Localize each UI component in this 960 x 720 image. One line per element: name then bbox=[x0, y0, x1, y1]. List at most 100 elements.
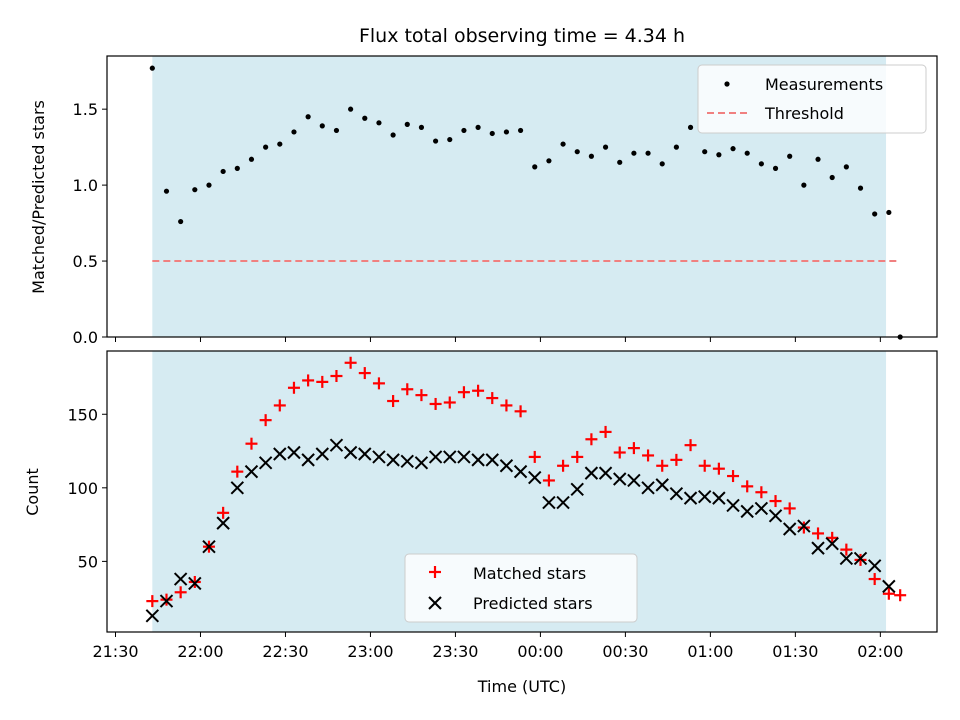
matched-star-point bbox=[472, 384, 485, 397]
measurement-point bbox=[206, 182, 212, 188]
matched-star-point bbox=[302, 374, 315, 387]
measurement-point bbox=[588, 153, 595, 159]
matched-star-point bbox=[372, 377, 385, 390]
xtick-label: 00:30 bbox=[602, 642, 648, 661]
measurement-point bbox=[390, 132, 396, 138]
measurement-point bbox=[418, 124, 425, 130]
predicted-star-point bbox=[528, 470, 542, 485]
matched-star-point bbox=[783, 502, 796, 515]
measurement-point bbox=[517, 127, 524, 134]
matched-star-point bbox=[217, 506, 230, 519]
predicted-star-point bbox=[655, 478, 669, 492]
predicted-star-point bbox=[584, 466, 599, 480]
matched-star-point bbox=[457, 386, 470, 399]
measurement-point bbox=[433, 138, 439, 144]
xtick-label: 01:30 bbox=[772, 642, 818, 661]
predicted-star-point bbox=[811, 541, 825, 555]
predicted-star-point bbox=[457, 450, 471, 464]
matched-star-point bbox=[443, 396, 456, 409]
xtick-label: 22:00 bbox=[177, 642, 223, 661]
matched-star-point bbox=[557, 459, 570, 472]
measurement-point bbox=[673, 144, 679, 150]
measurement-point bbox=[801, 182, 807, 188]
measurement-point bbox=[546, 158, 552, 164]
measurement-point bbox=[362, 115, 368, 121]
matched-star-point bbox=[528, 450, 541, 463]
matched-star-point bbox=[613, 446, 626, 459]
measurement-point bbox=[872, 211, 878, 217]
matched-star-point bbox=[387, 395, 400, 408]
predicted-star-point bbox=[542, 495, 556, 510]
matched-star-point bbox=[330, 370, 343, 383]
matched-star-point bbox=[797, 521, 810, 534]
bottom-y-axis-label: Count bbox=[23, 468, 42, 516]
predicted-star-point bbox=[740, 504, 754, 519]
measurement-point bbox=[305, 114, 311, 120]
measurement-point bbox=[687, 124, 694, 130]
matched-star-point bbox=[812, 527, 825, 540]
predicted-star-point bbox=[882, 579, 896, 594]
matched-star-point bbox=[188, 575, 201, 588]
measurement-point bbox=[220, 168, 226, 175]
predicted-star-point bbox=[188, 576, 202, 591]
measurement-point bbox=[532, 164, 538, 170]
measurement-point bbox=[617, 159, 623, 165]
predicted-star-point bbox=[273, 447, 287, 461]
measurement-point bbox=[404, 121, 410, 127]
measurement-point bbox=[475, 124, 481, 130]
matched-star-point bbox=[146, 595, 159, 608]
x-axis-label: Time (UTC) bbox=[477, 677, 566, 696]
matched-star-point bbox=[231, 465, 244, 478]
matched-star-point bbox=[358, 367, 371, 380]
predicted-star-point bbox=[499, 459, 514, 473]
measurement-point bbox=[447, 136, 453, 143]
measurement-point bbox=[574, 149, 580, 155]
matched-star-point bbox=[585, 433, 598, 446]
xtick-label: 21:30 bbox=[92, 642, 138, 661]
predicted-star-point bbox=[839, 551, 854, 566]
predicted-star-point bbox=[258, 456, 273, 470]
bottom-ytick-label: 100 bbox=[67, 479, 98, 498]
predicted-star-point bbox=[244, 464, 259, 479]
measurement-point bbox=[277, 141, 283, 147]
measurement-point bbox=[560, 141, 566, 147]
measurement-point bbox=[291, 129, 297, 135]
chart-title: Flux total observing time = 4.34 h bbox=[359, 25, 685, 47]
xtick-label: 01:00 bbox=[687, 642, 733, 661]
predicted-star-point bbox=[372, 450, 386, 464]
predicted-star-point bbox=[230, 481, 245, 495]
predicted-star-point bbox=[627, 473, 641, 488]
measurement-point bbox=[716, 152, 722, 158]
matched-star-point bbox=[316, 375, 329, 388]
matched-star-point bbox=[741, 480, 754, 493]
bottom-ytick-label: 150 bbox=[67, 405, 98, 424]
matched-star-point bbox=[868, 573, 881, 586]
xtick-label: 22:30 bbox=[262, 642, 308, 661]
matched-star-point bbox=[599, 425, 612, 438]
bottom-plot-frame bbox=[106, 350, 938, 633]
matched-star-point bbox=[401, 383, 414, 396]
top-ytick-label: 0.0 bbox=[73, 328, 98, 347]
bottom-panel: 50 100 150 21:30 22:00 22:30 23:00 23:30 00:00 0… bbox=[23, 350, 938, 696]
predicted-star-point bbox=[145, 609, 160, 623]
xtick-label: 23:00 bbox=[347, 642, 393, 661]
top-ytick-label: 0.5 bbox=[73, 252, 98, 271]
predicted-star-point bbox=[386, 453, 400, 467]
measurement-point bbox=[489, 130, 495, 137]
matched-star-point bbox=[500, 399, 513, 412]
top-ytick-label: 1.0 bbox=[73, 176, 98, 195]
measurement-point bbox=[645, 150, 651, 156]
measurement-point bbox=[503, 129, 510, 135]
xtick-label: 02:00 bbox=[857, 642, 903, 661]
predicted-star-point bbox=[754, 501, 769, 516]
legend-matched-label: Matched stars bbox=[473, 564, 586, 583]
measurement-point bbox=[149, 65, 155, 71]
measurement-point bbox=[178, 218, 184, 225]
bottom-ytick-label: 50 bbox=[78, 552, 98, 571]
predicted-star-point bbox=[768, 509, 783, 523]
predicted-star-point bbox=[443, 450, 457, 464]
predicted-star-point bbox=[159, 594, 174, 608]
measurement-point bbox=[659, 161, 665, 167]
predicted-star-point bbox=[698, 489, 712, 504]
